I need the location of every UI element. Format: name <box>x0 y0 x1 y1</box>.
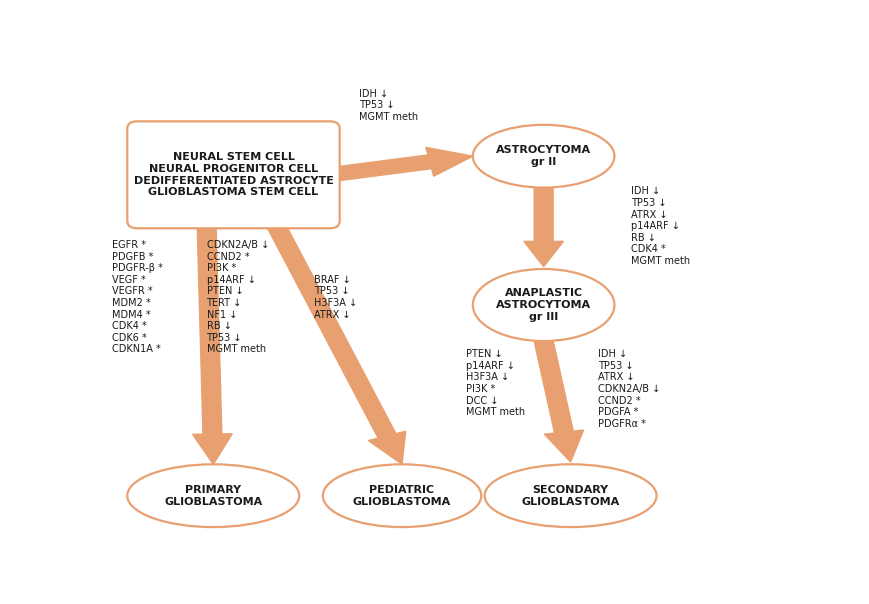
Text: ASTROCYTOMA
gr II: ASTROCYTOMA gr II <box>495 146 591 167</box>
FancyArrow shape <box>328 147 473 182</box>
Text: IDH ↓
TP53 ↓
ATRX ↓
p14ARF ↓
RB ↓
CDK4 *
MGMT meth: IDH ↓ TP53 ↓ ATRX ↓ p14ARF ↓ RB ↓ CDK4 *… <box>631 187 690 266</box>
FancyArrow shape <box>534 340 583 462</box>
FancyArrow shape <box>265 219 405 464</box>
Text: SECONDARY
GLIOBLASTOMA: SECONDARY GLIOBLASTOMA <box>521 485 619 507</box>
Ellipse shape <box>322 464 481 527</box>
Text: ANAPLASTIC
ASTROCYTOMA
gr III: ANAPLASTIC ASTROCYTOMA gr III <box>495 289 591 321</box>
Ellipse shape <box>484 464 656 527</box>
Text: IDH ↓
TP53 ↓
ATRX ↓
CDKN2A/B ↓
CCND2 *
PDGFA *
PDGFRα *: IDH ↓ TP53 ↓ ATRX ↓ CDKN2A/B ↓ CCND2 * P… <box>597 349 659 429</box>
Ellipse shape <box>473 269 614 341</box>
Ellipse shape <box>127 464 299 527</box>
Text: PTEN ↓
p14ARF ↓
H3F3A ↓
PI3K *
DCC ↓
MGMT meth: PTEN ↓ p14ARF ↓ H3F3A ↓ PI3K * DCC ↓ MGM… <box>466 349 525 417</box>
Text: PRIMARY
GLIOBLASTOMA: PRIMARY GLIOBLASTOMA <box>164 485 262 507</box>
Text: EGFR *
PDGFB *
PDGFR-β *
VEGF *
VEGFR *
MDM2 *
MDM4 *
CDK4 *
CDK6 *
CDKN1A *: EGFR * PDGFB * PDGFR-β * VEGF * VEGFR * … <box>112 240 163 355</box>
Text: CDKN2A/B ↓
CCND2 *
PI3K *
p14ARF ↓
PTEN ↓
TERT ↓
NF1 ↓
RB ↓
TP53 ↓
MGMT meth: CDKN2A/B ↓ CCND2 * PI3K * p14ARF ↓ PTEN … <box>206 240 269 355</box>
Text: PEDIATRIC
GLIOBLASTOMA: PEDIATRIC GLIOBLASTOMA <box>353 485 451 507</box>
FancyArrow shape <box>192 221 232 464</box>
FancyArrow shape <box>523 188 563 266</box>
Text: IDH ↓
TP53 ↓
MGMT meth: IDH ↓ TP53 ↓ MGMT meth <box>359 89 418 122</box>
Ellipse shape <box>473 125 614 188</box>
Text: BRAF ↓
TP53 ↓
H3F3A ↓
ATRX ↓: BRAF ↓ TP53 ↓ H3F3A ↓ ATRX ↓ <box>314 275 357 320</box>
Text: NEURAL STEM CELL
NEURAL PROGENITOR CELL
DEDIFFERENTIATED ASTROCYTE
GLIOBLASTOMA : NEURAL STEM CELL NEURAL PROGENITOR CELL … <box>134 152 333 197</box>
FancyBboxPatch shape <box>127 121 339 228</box>
